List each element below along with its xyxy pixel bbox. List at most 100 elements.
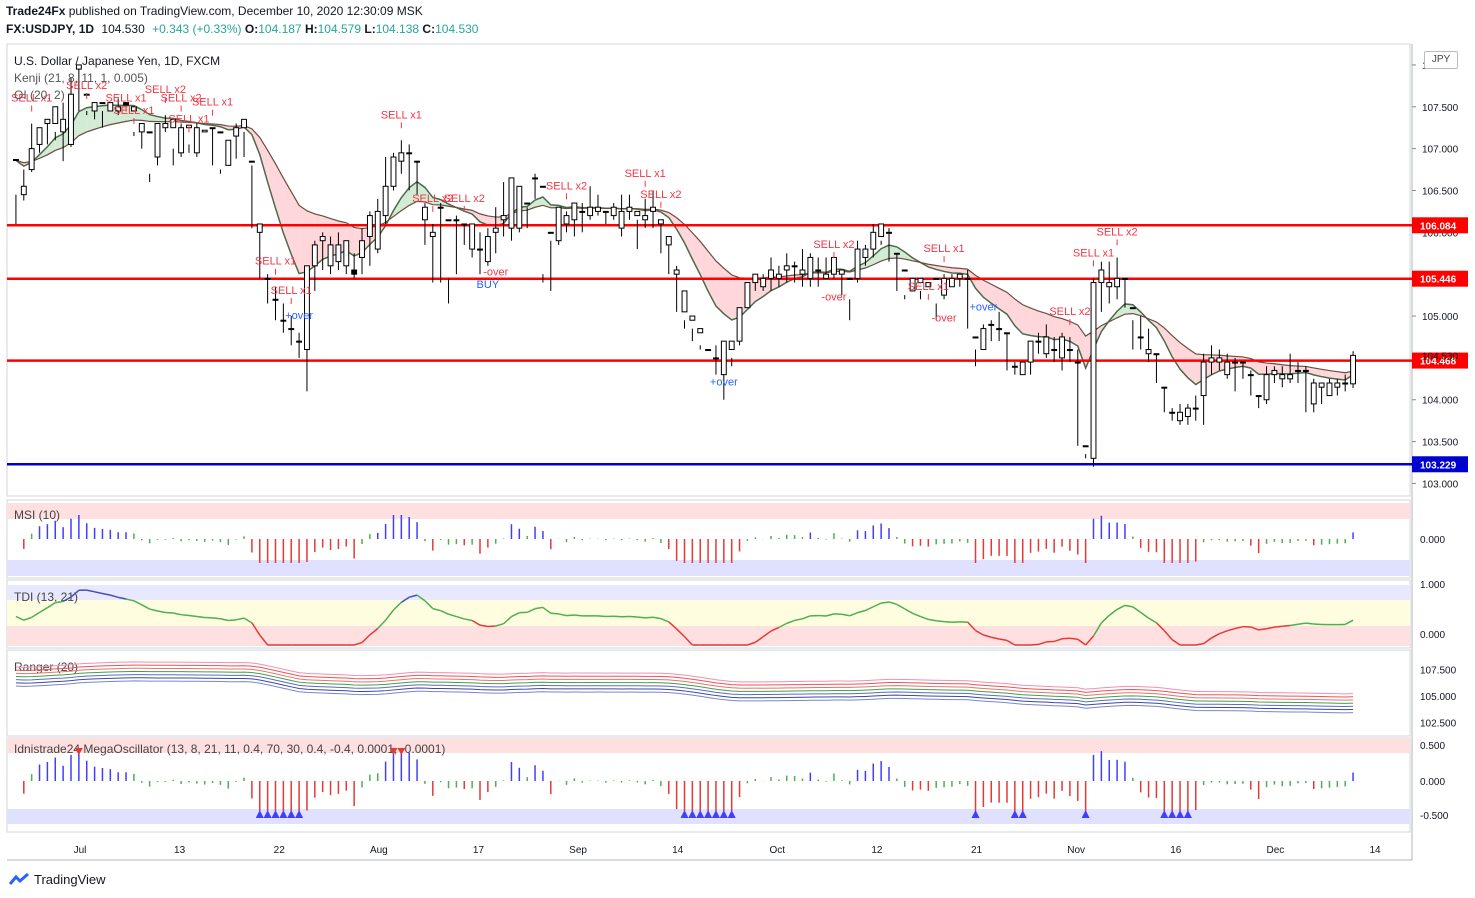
kenji-cloud-segment: [873, 248, 882, 265]
candle: [1082, 445, 1089, 459]
candle-body: [406, 152, 413, 155]
tdi-line-segment: [1227, 627, 1236, 632]
candle: [138, 123, 145, 149]
candle-body: [1090, 282, 1097, 459]
candle-body: [980, 328, 987, 351]
tdi-line-segment: [526, 607, 536, 614]
tdi-line-segment: [936, 620, 945, 623]
candle-body: [437, 206, 444, 209]
candle: [1027, 340, 1034, 375]
candle-body: [469, 223, 476, 250]
tdi-line-segment: [637, 616, 646, 619]
candle: [697, 328, 704, 350]
candle-body: [445, 219, 452, 222]
footer: TradingView: [8, 872, 106, 887]
legend-title[interactable]: U.S. Dollar / Japanese Yen, 1D, FXCM: [14, 54, 221, 68]
time-tick-label: 21: [971, 845, 983, 856]
tdi-line-segment: [668, 621, 678, 630]
footer-brand[interactable]: TradingView: [34, 872, 106, 887]
kenji-cloud-segment: [889, 245, 897, 259]
tdi-line-segment: [133, 600, 143, 606]
kenji-cloud-segment: [1117, 303, 1125, 318]
time-tick-label: 14: [672, 845, 684, 856]
currency-badge[interactable]: JPY: [1424, 51, 1458, 69]
kenji-cloud-segment: [47, 137, 56, 155]
candle-body: [901, 269, 908, 272]
kenji-cloud-segment: [881, 245, 890, 262]
candle: [327, 236, 334, 275]
publish-line: Trade24Fx published on TradingView.com, …: [6, 4, 423, 18]
candle-body: [28, 148, 35, 171]
kenji-cloud-segment: [141, 109, 150, 122]
tdi-line-segment: [1092, 622, 1103, 637]
candle: [1240, 361, 1246, 379]
candle: [752, 273, 759, 291]
tdi-line-segment: [228, 619, 237, 622]
candle-body: [241, 118, 247, 129]
candle: [477, 232, 483, 275]
candle: [579, 203, 586, 233]
candle: [705, 349, 712, 352]
level-label: 106.084: [1420, 221, 1457, 232]
candle-body: [178, 127, 185, 154]
candle: [217, 131, 224, 174]
candle: [1287, 353, 1294, 383]
candle-body: [1074, 361, 1081, 364]
tdi-line-segment: [448, 613, 457, 618]
candle: [1302, 366, 1309, 413]
candle: [823, 257, 830, 279]
candle: [1326, 378, 1333, 397]
kenji-cloud-segment: [1006, 292, 1015, 326]
sell-signal-label: SELL x2: [444, 193, 485, 205]
candle-body: [917, 277, 924, 284]
candle: [1247, 370, 1254, 396]
legend-oi[interactable]: OI (20, 2): [14, 88, 65, 102]
kenji-cloud-segment: [1124, 303, 1133, 315]
mega-buy-marker: [711, 810, 720, 818]
candle-body: [359, 240, 365, 258]
candle: [618, 194, 625, 237]
candle-body: [634, 210, 641, 217]
kenji-cloud-segment: [991, 284, 1000, 309]
candle: [351, 253, 358, 279]
candle: [1200, 353, 1207, 425]
candle: [1004, 332, 1010, 371]
tdi-line-segment: [251, 622, 261, 636]
publisher-name[interactable]: Trade24Fx: [6, 4, 66, 18]
legend-kenji[interactable]: Kenji (21, 8, 11, 1, 0.005): [14, 71, 148, 85]
mega-buy-marker: [727, 810, 736, 818]
candle: [610, 203, 617, 220]
time-tick-label: 22: [274, 845, 286, 856]
high-value: 104.579: [317, 22, 362, 36]
candle: [838, 269, 845, 296]
mega-buy-marker: [719, 810, 728, 818]
candle: [988, 320, 995, 342]
candle: [170, 118, 177, 166]
candle: [225, 139, 232, 166]
candle: [1137, 316, 1144, 350]
candle-body: [878, 223, 885, 238]
candle-body: [398, 152, 405, 162]
candle: [1208, 345, 1215, 375]
sell-signal-label: SELL x1: [105, 93, 146, 105]
candle-body: [689, 315, 696, 321]
kenji-cloud-segment: [1250, 358, 1259, 375]
candle-body: [36, 127, 43, 145]
candle: [20, 169, 27, 201]
sell-signal-label: SELL x1: [271, 285, 312, 297]
tdi-line-segment: [786, 619, 795, 625]
tdi-upper-zone: [7, 585, 1410, 600]
tdi-line-segment: [857, 609, 866, 614]
time-tick-label: 12: [871, 845, 883, 856]
level-label-box: [1412, 352, 1468, 369]
kenji-cloud-segment: [1014, 299, 1023, 334]
candle-body: [130, 106, 137, 112]
mega-buy-marker: [287, 810, 296, 818]
candle: [547, 231, 554, 291]
kenji-cloud-segment: [1062, 318, 1070, 342]
msi-upper-zone: [7, 503, 1410, 519]
tdi-line-segment: [125, 598, 135, 602]
candle: [571, 202, 578, 237]
mega-sell-marker: [74, 748, 83, 755]
